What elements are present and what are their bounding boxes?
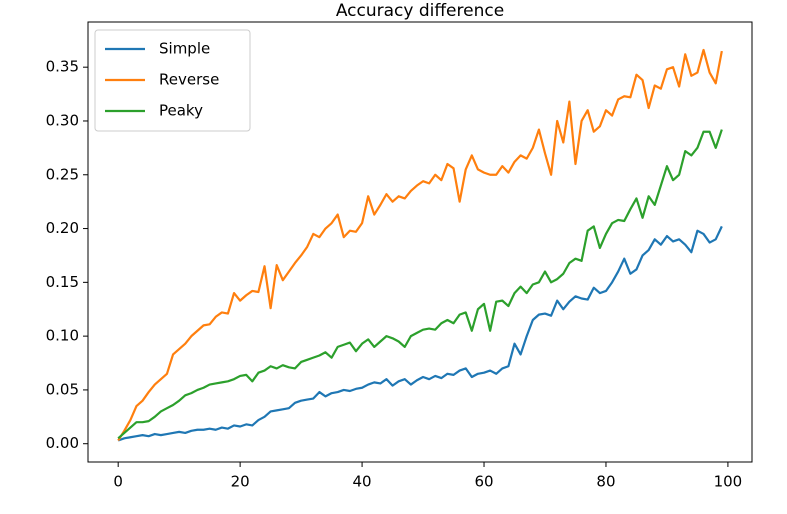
plot-frame — [87, 21, 753, 463]
y-tick-label: 0.25 — [46, 165, 79, 183]
x-tick-label: 100 — [714, 473, 743, 491]
y-tick-label: 0.35 — [46, 58, 79, 76]
legend-label: Reverse — [159, 71, 219, 89]
x-tick-label: 60 — [474, 473, 493, 491]
y-tick-label: 0.10 — [46, 327, 79, 345]
x-tick-label: 80 — [596, 473, 615, 491]
chart-title: Accuracy difference — [336, 1, 504, 21]
line-series — [117, 225, 723, 442]
y-tick-label: 0.05 — [46, 380, 79, 398]
y-tick-label: 0.30 — [46, 111, 79, 129]
legend-box — [94, 29, 251, 132]
legend-label: Peaky — [159, 102, 203, 120]
x-tick-label: 40 — [353, 473, 372, 491]
legend-label: Simple — [159, 40, 210, 58]
y-tick-label: 0.00 — [46, 434, 79, 452]
y-tick-label: 0.15 — [46, 273, 79, 291]
x-tick-label: 20 — [231, 473, 250, 491]
line-series — [117, 48, 723, 442]
y-tick-label: 0.20 — [46, 219, 79, 237]
line-series — [117, 129, 723, 440]
x-tick-label: 0 — [113, 473, 123, 491]
